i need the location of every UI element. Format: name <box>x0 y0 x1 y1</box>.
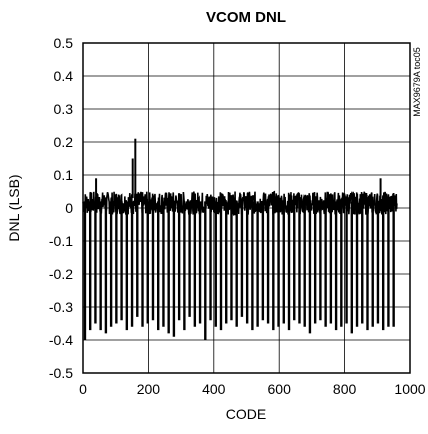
dnl-series <box>82 138 398 340</box>
y-tick-label: 0.4 <box>54 68 74 84</box>
x-tick-label: 0 <box>79 381 87 397</box>
y-tick-label: 0 <box>65 200 73 216</box>
y-tick-label: -0.5 <box>49 365 73 381</box>
y-tick-label: 0.3 <box>54 101 74 117</box>
figure-code-label: MAX9679A toc05 <box>412 47 422 117</box>
y-tick-label: 0.5 <box>54 35 74 51</box>
x-tick-label: 400 <box>202 381 226 397</box>
plot-frame <box>82 42 411 374</box>
y-tick-label: -0.3 <box>49 299 73 315</box>
y-tick-label: -0.2 <box>49 266 73 282</box>
x-axis-title: CODE <box>226 406 266 422</box>
x-tick-label: 200 <box>137 381 161 397</box>
x-tick-label: 800 <box>333 381 357 397</box>
y-tick-label: 0.1 <box>54 167 74 183</box>
y-tick-label: 0.2 <box>54 134 74 150</box>
dnl-baseline-trace <box>82 190 398 216</box>
y-axis-title: DNL (LSB) <box>6 174 22 241</box>
y-axis-ticks: 0.5 0.4 0.3 0.2 0.1 0 -0.1 -0.2 -0.3 -0.4 -0.5 <box>49 35 73 381</box>
x-tick-label: 1000 <box>394 381 425 397</box>
x-axis-ticks: 0 200 400 600 800 1000 <box>79 381 426 397</box>
y-tick-label: -0.4 <box>49 332 73 348</box>
y-tick-label: -0.1 <box>49 233 73 249</box>
chart-title: VCOM DNL <box>206 9 286 26</box>
x-tick-label: 600 <box>268 381 292 397</box>
